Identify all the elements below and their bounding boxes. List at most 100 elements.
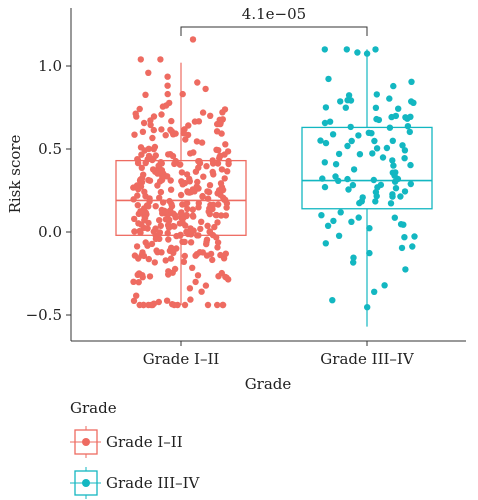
data-point bbox=[350, 166, 358, 173]
data-point bbox=[190, 149, 197, 156]
data-point bbox=[168, 203, 176, 210]
data-point bbox=[356, 151, 364, 158]
data-point bbox=[186, 175, 193, 183]
data-point bbox=[335, 232, 343, 239]
data-point bbox=[372, 46, 379, 53]
data-point bbox=[156, 194, 163, 201]
data-point bbox=[180, 130, 187, 137]
data-point bbox=[366, 249, 373, 257]
data-point bbox=[318, 212, 325, 219]
data-point bbox=[401, 188, 409, 195]
data-point bbox=[325, 75, 332, 83]
data-point bbox=[141, 214, 149, 222]
data-point bbox=[381, 282, 388, 289]
data-point bbox=[321, 119, 329, 127]
data-point bbox=[348, 137, 355, 145]
data-point bbox=[389, 137, 396, 144]
data-point bbox=[343, 46, 350, 53]
data-point bbox=[137, 56, 144, 63]
data-point bbox=[199, 109, 207, 116]
data-point bbox=[158, 126, 165, 133]
data-point bbox=[177, 161, 184, 168]
data-point bbox=[350, 259, 357, 266]
data-point bbox=[337, 209, 344, 216]
data-point bbox=[214, 219, 221, 226]
data-point bbox=[148, 240, 156, 248]
data-point bbox=[209, 168, 216, 176]
data-point bbox=[214, 239, 222, 246]
data-point bbox=[195, 200, 202, 207]
data-point bbox=[181, 301, 189, 309]
data-point bbox=[210, 201, 217, 209]
legend-key-point bbox=[82, 479, 90, 487]
data-point bbox=[392, 185, 400, 192]
data-point bbox=[409, 243, 416, 250]
data-point bbox=[131, 215, 138, 223]
data-point bbox=[355, 132, 362, 139]
data-point bbox=[156, 217, 163, 224]
data-point bbox=[404, 123, 412, 130]
data-point bbox=[165, 268, 172, 275]
data-point bbox=[137, 144, 145, 151]
data-point bbox=[354, 49, 361, 56]
data-point bbox=[216, 153, 223, 160]
data-point bbox=[324, 222, 332, 229]
x-tick-label: Grade I–II bbox=[143, 350, 220, 368]
data-point bbox=[390, 82, 397, 90]
data-point bbox=[194, 79, 201, 86]
data-point bbox=[329, 131, 337, 138]
data-point bbox=[407, 180, 414, 188]
legend-key-point bbox=[82, 438, 90, 446]
data-point bbox=[198, 139, 206, 146]
data-point bbox=[181, 252, 188, 260]
y-axis-label: Risk score bbox=[6, 134, 24, 213]
data-point bbox=[214, 244, 221, 251]
legend-item-label: Grade III–IV bbox=[106, 474, 201, 492]
data-point bbox=[373, 192, 380, 200]
data-point bbox=[350, 254, 357, 261]
data-point bbox=[140, 171, 147, 178]
data-point bbox=[383, 144, 391, 152]
data-point bbox=[181, 179, 189, 187]
jitter-points bbox=[130, 36, 418, 311]
data-point bbox=[369, 150, 376, 157]
data-point bbox=[145, 255, 152, 263]
data-point bbox=[179, 238, 186, 245]
significance-annotation: 4.1e−05 bbox=[180, 5, 368, 36]
data-point bbox=[191, 118, 199, 125]
axes: −0.5 0.0 0.5 1.0 Grade I–II Grade III–IV bbox=[26, 8, 466, 368]
data-point bbox=[317, 137, 324, 144]
data-point bbox=[190, 227, 197, 234]
data-point bbox=[155, 298, 162, 306]
data-point bbox=[399, 142, 406, 149]
data-point bbox=[194, 272, 202, 279]
data-point bbox=[408, 78, 415, 86]
data-point bbox=[165, 236, 172, 243]
data-point bbox=[199, 193, 206, 200]
data-point bbox=[168, 117, 175, 125]
data-point bbox=[172, 130, 179, 137]
data-point bbox=[192, 252, 199, 259]
data-point bbox=[152, 152, 159, 159]
data-point bbox=[203, 163, 210, 170]
data-point bbox=[133, 243, 141, 250]
legend: Grade Grade I–II Grade III–IV bbox=[70, 399, 201, 499]
box-rect bbox=[115, 159, 247, 236]
data-point bbox=[168, 244, 175, 251]
data-point bbox=[321, 46, 328, 53]
data-point bbox=[164, 82, 171, 89]
data-point bbox=[345, 92, 353, 99]
data-point bbox=[130, 297, 138, 304]
data-point bbox=[402, 114, 409, 121]
data-point bbox=[215, 147, 222, 154]
data-point bbox=[371, 137, 378, 145]
data-point bbox=[149, 134, 156, 142]
data-point bbox=[152, 203, 159, 210]
data-point bbox=[134, 159, 142, 167]
data-point bbox=[377, 181, 385, 189]
data-point bbox=[221, 106, 229, 113]
y-tick-label: 0.5 bbox=[38, 140, 62, 158]
data-point bbox=[192, 278, 199, 286]
significance-bracket bbox=[180, 26, 368, 36]
data-point bbox=[136, 301, 143, 309]
